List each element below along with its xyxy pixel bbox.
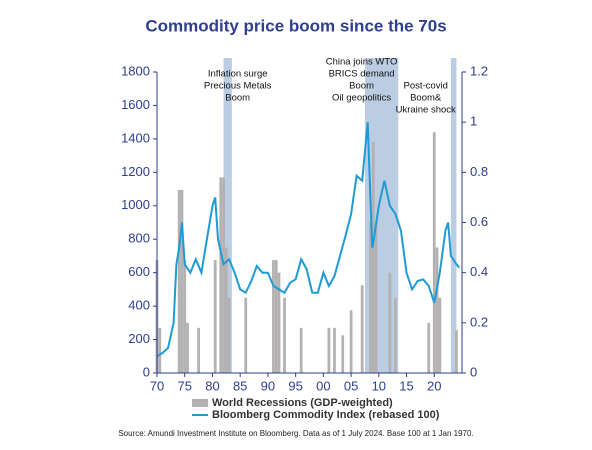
x-tick-label: 70 (150, 378, 164, 393)
x-tick-label: 20 (427, 378, 441, 393)
y-tick-label: 1600 (121, 97, 150, 112)
y-tick-label: 1400 (121, 130, 150, 145)
bar (349, 310, 353, 373)
highlight-band (450, 58, 457, 373)
bar (227, 297, 231, 373)
bar (183, 260, 187, 373)
bar (371, 142, 375, 373)
bar (224, 247, 228, 373)
y2-tick-label: 1.2 (470, 63, 488, 78)
source-note: Source: Amundi Investment Institute on B… (118, 429, 473, 438)
line (156, 122, 460, 358)
annotation: Precious Metals (204, 81, 272, 92)
x-tick-label: 90 (261, 378, 275, 393)
annotation: Oil geopolitics (332, 93, 391, 104)
x-tick-label: 10 (372, 378, 386, 393)
y-tick-label: 0 (143, 364, 150, 379)
bar (299, 327, 303, 373)
bar (432, 132, 436, 373)
y2-tick-label: 0.6 (470, 214, 488, 229)
bar (277, 272, 281, 373)
bar (341, 335, 345, 373)
annotation: Boom (225, 93, 250, 104)
bar (455, 330, 458, 373)
y-tick-label: 800 (128, 231, 150, 246)
bar (186, 322, 189, 373)
annotation: Inflation surge (208, 69, 268, 80)
y-tick-label: 1800 (121, 63, 150, 78)
y-tick-label: 1000 (121, 197, 150, 212)
bar (427, 322, 431, 373)
legend-label: World Recessions (GDP-weighted) (212, 397, 393, 409)
bar (369, 222, 372, 373)
annotation: Post-covid (404, 81, 448, 92)
bar (333, 327, 336, 373)
annotation: BRICS demand (329, 69, 395, 80)
annotation: Boom& (410, 93, 442, 104)
y-tick-label: 200 (128, 331, 150, 346)
chart-title: Commodity price boom since the 70s (145, 16, 446, 35)
bar (213, 260, 217, 373)
bar (394, 297, 397, 373)
legend-swatch (192, 399, 208, 407)
bar (360, 285, 364, 373)
x-tick-label: 15 (399, 378, 413, 393)
bar (244, 297, 248, 373)
y-tick-label: 1200 (121, 164, 150, 179)
bar (222, 177, 225, 373)
x-tick-label: 85 (233, 378, 247, 393)
x-tick-label: 05 (344, 378, 358, 393)
bar (435, 247, 439, 373)
bar (197, 327, 200, 373)
annotation: Boom (349, 81, 374, 92)
bar (388, 272, 392, 373)
highlight-band (223, 58, 232, 373)
bar (180, 189, 184, 373)
y2-tick-label: 1 (470, 114, 477, 129)
bar (327, 327, 331, 373)
y-tick-label: 400 (128, 298, 150, 313)
bar (374, 222, 378, 373)
annotation: China joins WTO (326, 57, 398, 68)
annotation: Ukraine shock (396, 105, 456, 116)
y2-tick-label: 0.4 (470, 264, 488, 279)
x-tick-label: 95 (288, 378, 302, 393)
bar (158, 327, 162, 373)
legend-label: Bloomberg Commodity Index (rebased 100) (212, 409, 440, 421)
y2-tick-label: 0 (470, 364, 477, 379)
bar (438, 297, 442, 373)
bar (274, 260, 278, 373)
x-tick-label: 00 (316, 378, 330, 393)
y-tick-label: 600 (128, 264, 150, 279)
y2-tick-label: 0.8 (470, 164, 488, 179)
bar (272, 260, 275, 373)
x-tick-label: 80 (205, 378, 219, 393)
y2-tick-label: 0.2 (470, 314, 488, 329)
bar (219, 177, 223, 373)
x-tick-label: 75 (177, 378, 191, 393)
bar (177, 189, 181, 373)
bar (283, 297, 286, 373)
